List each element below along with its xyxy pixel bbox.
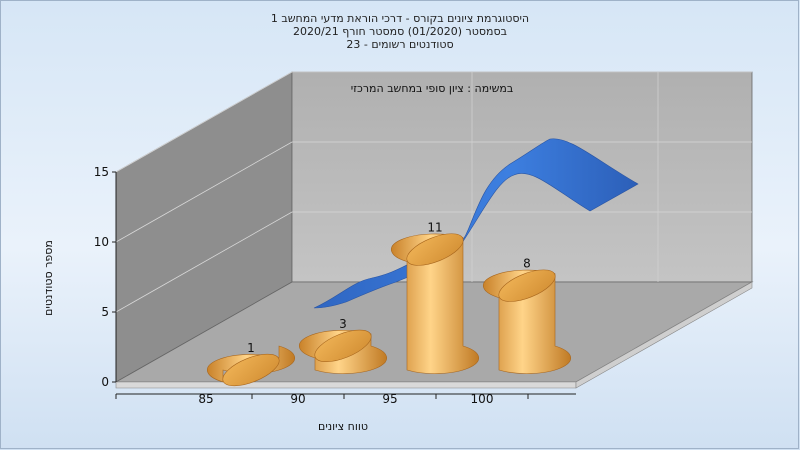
x-ticks: 85 90 95 100 <box>115 392 529 406</box>
bar: 11 <box>390 221 480 374</box>
y-tick-label: 5 <box>101 305 109 319</box>
bar-body <box>390 233 480 374</box>
bar: 3 <box>298 317 388 374</box>
bar: 8 <box>482 257 572 374</box>
bar-top <box>314 329 372 362</box>
bar-top <box>406 233 464 266</box>
bar-value-label: 3 <box>339 317 347 331</box>
legend-label: במשימה : ציון סופי במחשב המרכזי <box>351 82 514 95</box>
floor-front-edge <box>115 381 577 389</box>
chart-title-line-2: בסמסטר (01/2020) סמסטר חורף 2020/21 <box>293 25 507 38</box>
bar-value-label: 11 <box>427 221 442 235</box>
y-tick-label: 15 <box>94 165 109 179</box>
x-axis-label: טווח ציונים <box>318 420 368 433</box>
x-tick-label: 95 <box>382 392 397 406</box>
x-tick-label: 85 <box>198 392 213 406</box>
bars: 1 3 11 8 <box>206 221 572 387</box>
chart-title-line-3: סטודנטים רשומים - 23 <box>346 38 454 51</box>
floor-right-edge <box>575 281 753 389</box>
bar: 1 <box>206 341 296 387</box>
gridline <box>115 211 752 313</box>
back-wall <box>291 71 753 283</box>
gridlines <box>115 71 752 313</box>
y-axis-label: מספר סטודנטים <box>42 240 55 316</box>
chart-title-line-1: היסטוגרמת ציונים בקורס - דרכי הוראת מדעי… <box>270 12 530 25</box>
y-tick-label: 10 <box>94 235 109 249</box>
bar-top <box>222 353 280 387</box>
x-tick-label: 90 <box>290 392 305 406</box>
gridline <box>115 141 752 243</box>
y-ticks: 0 5 10 15 <box>94 165 116 389</box>
bar-top <box>498 269 556 302</box>
bar-value-label: 8 <box>523 257 531 271</box>
gridline <box>115 71 752 173</box>
x-tick-label: 100 <box>471 392 494 406</box>
y-tick-label: 0 <box>101 375 109 389</box>
bar-value-label: 1 <box>247 341 255 355</box>
